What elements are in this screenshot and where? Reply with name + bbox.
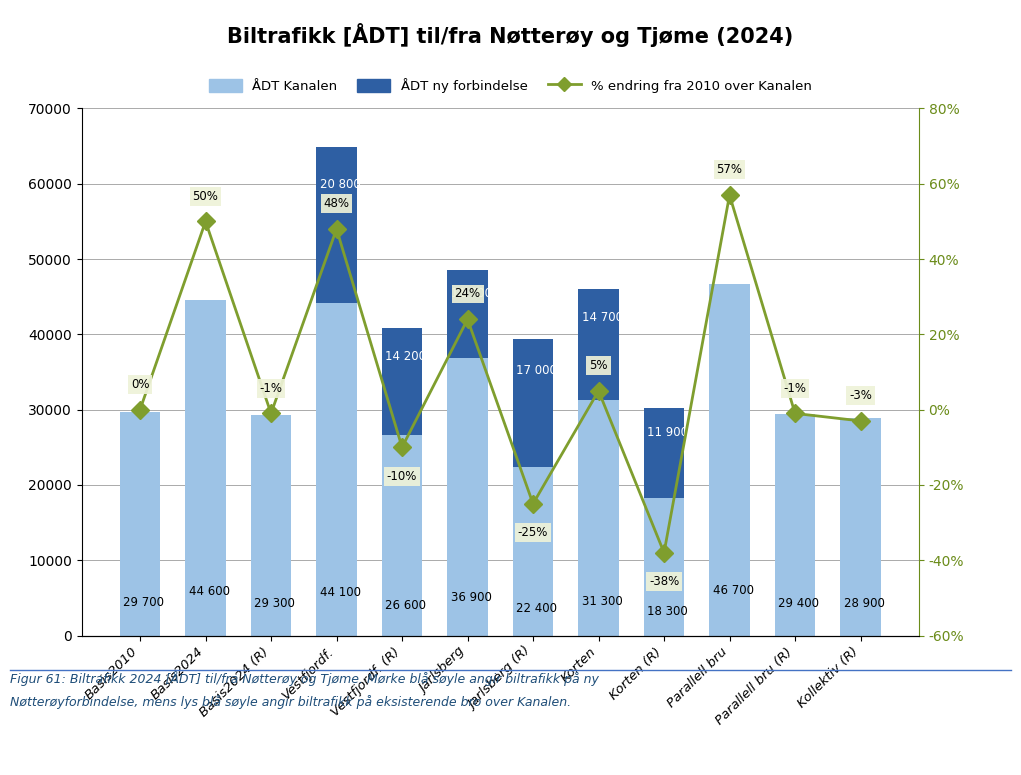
Text: 24%: 24%	[454, 288, 481, 301]
Text: 5%: 5%	[589, 359, 607, 372]
Legend: ÅDT Kanalen, ÅDT ny forbindelse, % endring fra 2010 over Kanalen: ÅDT Kanalen, ÅDT ny forbindelse, % endri…	[203, 73, 818, 98]
Text: -38%: -38%	[649, 575, 679, 588]
Text: 29 700: 29 700	[123, 597, 164, 609]
Bar	[447, 358, 488, 636]
Text: -1%: -1%	[783, 381, 807, 394]
Bar	[513, 339, 553, 467]
Bar	[119, 412, 160, 636]
Text: 29 400: 29 400	[778, 597, 819, 610]
Text: 50%: 50%	[193, 190, 218, 202]
Text: -3%: -3%	[849, 389, 872, 402]
Bar	[317, 147, 357, 304]
Text: 29 300: 29 300	[254, 597, 295, 610]
Bar	[382, 329, 423, 436]
Bar	[840, 418, 881, 636]
Bar	[578, 289, 619, 400]
Text: 46 700: 46 700	[713, 584, 753, 597]
Bar	[775, 414, 816, 636]
Bar	[643, 498, 684, 636]
Text: 36 900: 36 900	[450, 591, 491, 604]
Text: 11 900: 11 900	[647, 426, 688, 439]
Bar	[382, 436, 423, 636]
Text: 11 700: 11 700	[450, 288, 491, 300]
Text: 20 800: 20 800	[320, 178, 360, 191]
Bar	[317, 304, 357, 636]
Text: 14 200: 14 200	[385, 350, 426, 363]
Text: 18 300: 18 300	[647, 605, 688, 618]
Bar	[710, 284, 749, 636]
Text: 28 900: 28 900	[843, 597, 884, 610]
Text: 14 700: 14 700	[582, 312, 623, 324]
Text: 48%: 48%	[324, 197, 349, 210]
Text: 31 300: 31 300	[582, 595, 622, 608]
Text: 26 600: 26 600	[385, 599, 426, 611]
Text: 57%: 57%	[717, 164, 742, 176]
Bar	[185, 300, 226, 636]
Text: 22 400: 22 400	[516, 602, 557, 615]
Text: 0%: 0%	[131, 378, 149, 391]
Text: 44 600: 44 600	[189, 585, 230, 598]
Bar	[251, 415, 291, 636]
Text: 17 000: 17 000	[516, 364, 556, 377]
Bar	[513, 467, 553, 636]
Bar	[578, 400, 619, 636]
Text: Figur 61: Biltrafikk 2024 [ÅDT] til/fra Nøtterøy og Tjøme. Mørke blå søyle angir: Figur 61: Biltrafikk 2024 [ÅDT] til/fra …	[10, 671, 599, 686]
Text: -1%: -1%	[259, 381, 283, 394]
Text: Nøtterøyforbindelse, mens lys blå søyle angir biltrafikk på eksisterende bro ove: Nøtterøyforbindelse, mens lys blå søyle …	[10, 695, 572, 709]
Text: -25%: -25%	[518, 526, 548, 539]
Text: Biltrafikk [ÅDT] til/fra Nøtterøy og Tjøme (2024): Biltrafikk [ÅDT] til/fra Nøtterøy og Tjø…	[228, 23, 793, 47]
Bar	[643, 408, 684, 498]
Text: 44 100: 44 100	[320, 586, 360, 598]
Text: -10%: -10%	[387, 470, 418, 483]
Bar	[447, 270, 488, 358]
